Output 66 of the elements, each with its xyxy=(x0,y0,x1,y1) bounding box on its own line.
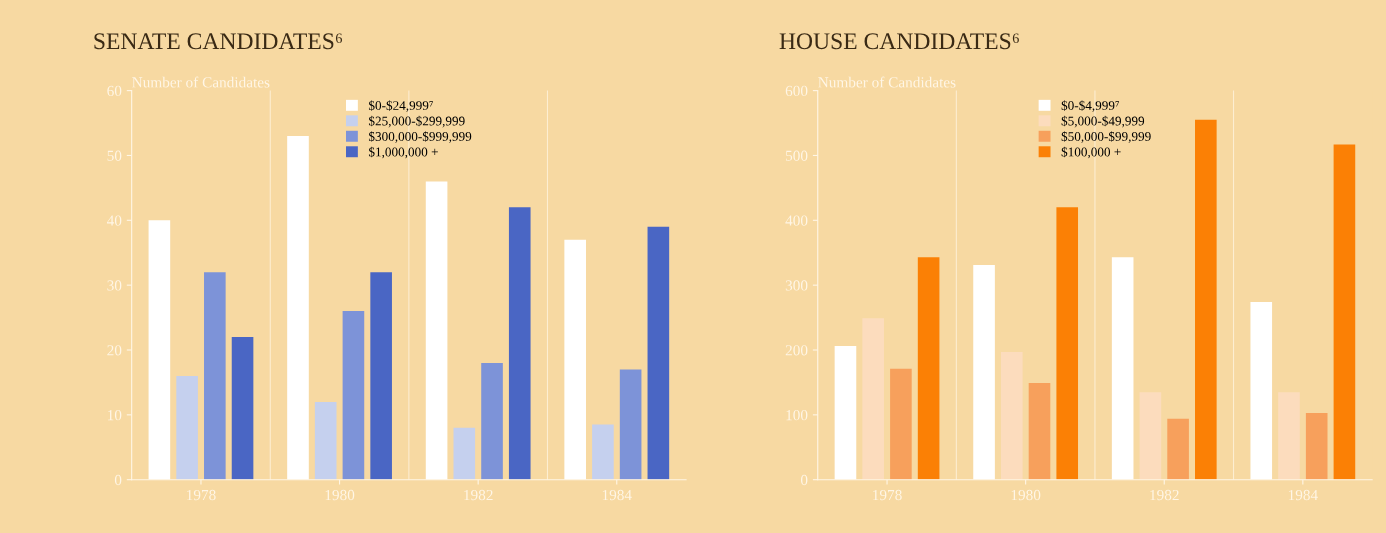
x-tick-label: 1978 xyxy=(187,489,216,501)
y-tick-label: 20 xyxy=(107,345,122,356)
bar xyxy=(176,375,198,480)
legend-label: $5,000-$49,999 xyxy=(1061,115,1145,128)
bar xyxy=(1195,119,1217,480)
x-tick-label: 1982 xyxy=(464,489,493,501)
y-tick-label: 40 xyxy=(106,215,122,226)
legend-label: $50,000-$99,999 xyxy=(1061,131,1151,143)
legend-label: $0-$24,999⁷ xyxy=(368,100,433,112)
y-tick-label: 50 xyxy=(107,150,122,161)
bar xyxy=(1000,351,1023,480)
bar xyxy=(862,318,884,480)
y-axis-title: Number of Candidates xyxy=(818,76,956,88)
legend-label: $25,000-$299,999 xyxy=(368,115,465,128)
bar xyxy=(1278,392,1300,480)
bar xyxy=(647,226,670,480)
bar xyxy=(890,368,912,480)
chart-title: SENATE CANDIDATES⁶ xyxy=(94,33,343,50)
bar xyxy=(425,181,448,480)
bar xyxy=(370,272,392,480)
bar xyxy=(204,272,226,480)
x-tick-label: 1984 xyxy=(1288,489,1318,501)
bar xyxy=(592,424,614,480)
legend-label: $100,000 + xyxy=(1061,146,1121,159)
y-axis-title: Number of Candidates xyxy=(132,76,270,88)
bar xyxy=(1305,412,1328,480)
y-tick-label: 30 xyxy=(107,280,122,291)
bar xyxy=(314,401,337,480)
bar xyxy=(1028,383,1051,480)
legend-label: $1,000,000 + xyxy=(368,146,438,159)
bar xyxy=(1111,257,1134,480)
bar xyxy=(564,239,586,480)
y-tick-label: 100 xyxy=(786,409,808,421)
bar xyxy=(973,265,995,480)
bar xyxy=(917,257,940,480)
legend-label: $300,000-$999,999 xyxy=(368,131,472,143)
y-tick-label: 0 xyxy=(114,474,122,486)
y-tick-label: 500 xyxy=(785,150,808,161)
x-tick-label: 1982 xyxy=(1150,489,1179,501)
x-tick-label: 1980 xyxy=(325,489,355,501)
y-tick-label: 0 xyxy=(800,474,808,486)
bar xyxy=(287,136,309,480)
bar xyxy=(834,346,857,480)
chart-title: HOUSE CANDIDATES⁶ xyxy=(779,33,1019,50)
x-tick-label: 1980 xyxy=(1011,489,1041,501)
bar xyxy=(342,311,365,480)
y-tick-label: 200 xyxy=(785,345,808,356)
bar xyxy=(1167,418,1189,480)
y-tick-label: 400 xyxy=(785,215,808,226)
bar xyxy=(481,362,503,480)
bar xyxy=(148,220,171,480)
y-tick-label: 600 xyxy=(785,85,808,97)
bar xyxy=(1333,144,1356,480)
bar xyxy=(231,337,254,480)
legend-label: $0-$4,999⁷ xyxy=(1061,100,1120,112)
y-tick-label: 10 xyxy=(108,409,122,421)
bar xyxy=(619,369,642,480)
bar xyxy=(453,427,476,480)
y-tick-label: 300 xyxy=(785,280,808,291)
bar xyxy=(1250,302,1273,480)
x-tick-label: 1978 xyxy=(873,489,902,501)
bar xyxy=(1139,392,1162,480)
bar xyxy=(1056,207,1079,480)
bar xyxy=(508,207,531,480)
y-tick-label: 60 xyxy=(107,85,122,97)
x-tick-label: 1984 xyxy=(602,489,632,501)
